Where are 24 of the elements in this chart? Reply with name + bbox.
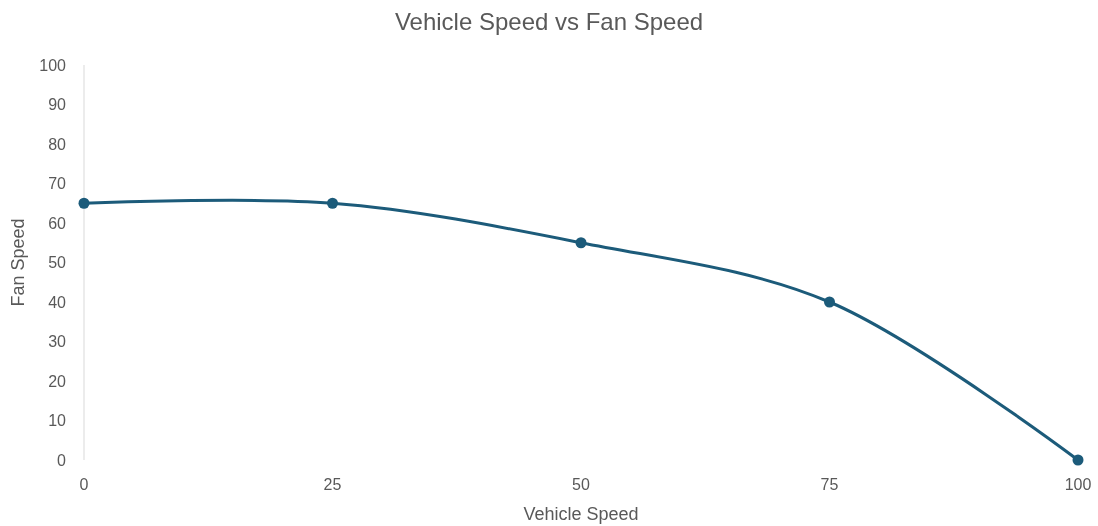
chart-title: Vehicle Speed vs Fan Speed [394, 8, 704, 35]
y-tick-label: 20 [48, 372, 67, 390]
y-tick-label: 80 [48, 135, 67, 153]
y-tick-label: 40 [48, 293, 67, 311]
y-tick-label: 70 [48, 175, 67, 193]
x-tick-label: 50 [572, 476, 590, 493]
point [327, 197, 338, 209]
x-tick-label: 100 [1064, 476, 1092, 493]
y-tick-label: 90 [48, 96, 67, 114]
y-tick-label: 0 [57, 451, 67, 469]
y-tick-label: 100 [39, 56, 67, 74]
y-tick-label: 50 [48, 254, 67, 272]
point [78, 197, 90, 209]
x-axis-title: Vehicle Speed [523, 504, 639, 524]
point [824, 296, 835, 308]
x-tick-label: 75 [820, 476, 839, 493]
point [1072, 454, 1084, 466]
y-tick-label: 30 [48, 333, 67, 351]
y-axis-title: Fan Speed [8, 218, 28, 307]
y-tick-label: 60 [48, 214, 67, 232]
x-tick-label: 25 [323, 476, 342, 493]
y-tick-label: 10 [48, 412, 67, 430]
x-tick-label: 0 [79, 476, 89, 493]
point [575, 237, 587, 249]
